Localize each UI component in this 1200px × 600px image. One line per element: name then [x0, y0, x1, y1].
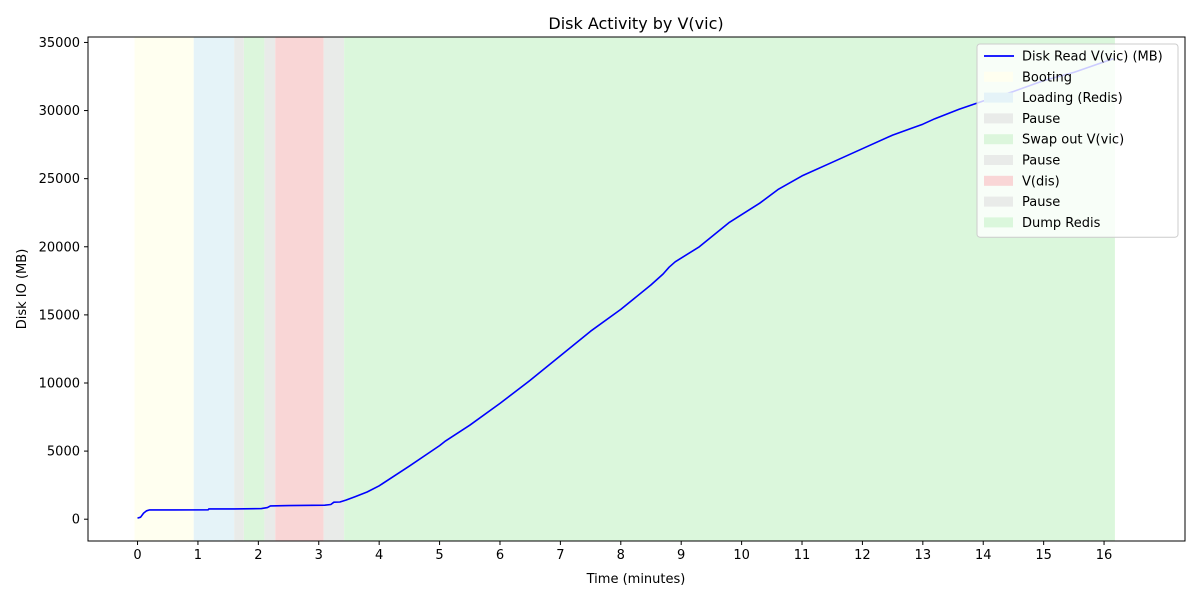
x-tick-label: 5 — [435, 548, 443, 563]
legend-patch-swatch — [984, 113, 1013, 124]
phase-band-3 — [243, 37, 265, 541]
legend-label: Booting — [1022, 70, 1072, 85]
legend-box — [976, 43, 1179, 238]
series-lines — [137, 58, 1114, 519]
y-tick-label: 20000 — [39, 240, 80, 255]
x-tick-label: 1 — [194, 548, 202, 563]
x-tick-label: 16 — [1096, 548, 1113, 563]
x-tick-label: 2 — [254, 548, 262, 563]
legend-label: Pause — [1022, 195, 1060, 210]
y-tick-label: 15000 — [39, 308, 80, 323]
phase-band-4 — [264, 37, 276, 541]
y-tick-label: 30000 — [39, 104, 80, 119]
x-tick-label: 7 — [556, 548, 564, 563]
x-tick-label: 0 — [133, 548, 141, 563]
legend-patch-swatch — [984, 175, 1013, 186]
legend: Disk Read V(vic) (MB) Booting Loading (Red… — [976, 43, 1179, 238]
phase-band-2 — [234, 37, 244, 541]
phase-band-5 — [275, 37, 324, 541]
y-tick-label: 10000 — [39, 376, 80, 391]
phase-band-0 — [134, 37, 194, 541]
legend-patch-swatch — [984, 92, 1013, 103]
x-tick-label: 3 — [315, 548, 323, 563]
legend-label: Swap out V(vic) — [1022, 133, 1124, 148]
legend-patch-swatch — [984, 134, 1013, 145]
x-tick-label: 10 — [733, 548, 750, 563]
legend-patch-swatch — [984, 155, 1013, 165]
legend-label: Dump Redis — [1022, 216, 1101, 231]
x-tick-label: 15 — [1035, 548, 1052, 563]
x-tick-label: 12 — [854, 548, 871, 563]
legend-patch-swatch — [984, 196, 1013, 207]
x-tick-label: 6 — [496, 548, 504, 563]
legend-label: Pause — [1022, 154, 1060, 169]
x-tick-label: 4 — [375, 548, 383, 563]
y-tick-label: 25000 — [39, 172, 80, 187]
x-tick-label: 9 — [677, 548, 685, 563]
phase-bands — [134, 37, 1115, 541]
y-tick-label: 35000 — [39, 36, 80, 51]
legend-label: V(dis) — [1022, 174, 1060, 189]
x-tick-label: 14 — [975, 548, 992, 563]
y-axis-ticks: 0 5000 10000 15000 20000 25000 30000 35000 — [39, 36, 88, 528]
legend-patch-swatch — [984, 217, 1013, 228]
x-tick-label: 11 — [794, 548, 811, 563]
legend-label: Pause — [1022, 112, 1060, 127]
legend-patch-swatch — [984, 71, 1013, 82]
y-tick-label: 0 — [72, 513, 80, 528]
phase-band-6 — [323, 37, 345, 541]
x-tick-label: 13 — [915, 548, 932, 563]
x-axis-ticks: 0 1 2 3 4 5 6 7 8 9 10 11 12 13 14 15 16 — [133, 541, 1112, 563]
plot-frame — [87, 36, 1186, 542]
legend-label: Loading (Redis) — [1022, 91, 1123, 106]
y-axis-label: Disk IO (MB) — [15, 249, 30, 330]
x-axis-label: Time (minutes) — [586, 572, 686, 587]
series-line-0 — [137, 58, 1114, 519]
y-tick-label: 5000 — [47, 445, 80, 460]
chart-title: Disk Activity by V(vic) — [548, 14, 723, 33]
legend-label: Disk Read V(vic) (MB) — [1022, 50, 1163, 65]
x-tick-label: 8 — [617, 548, 625, 563]
phase-band-1 — [193, 37, 235, 541]
